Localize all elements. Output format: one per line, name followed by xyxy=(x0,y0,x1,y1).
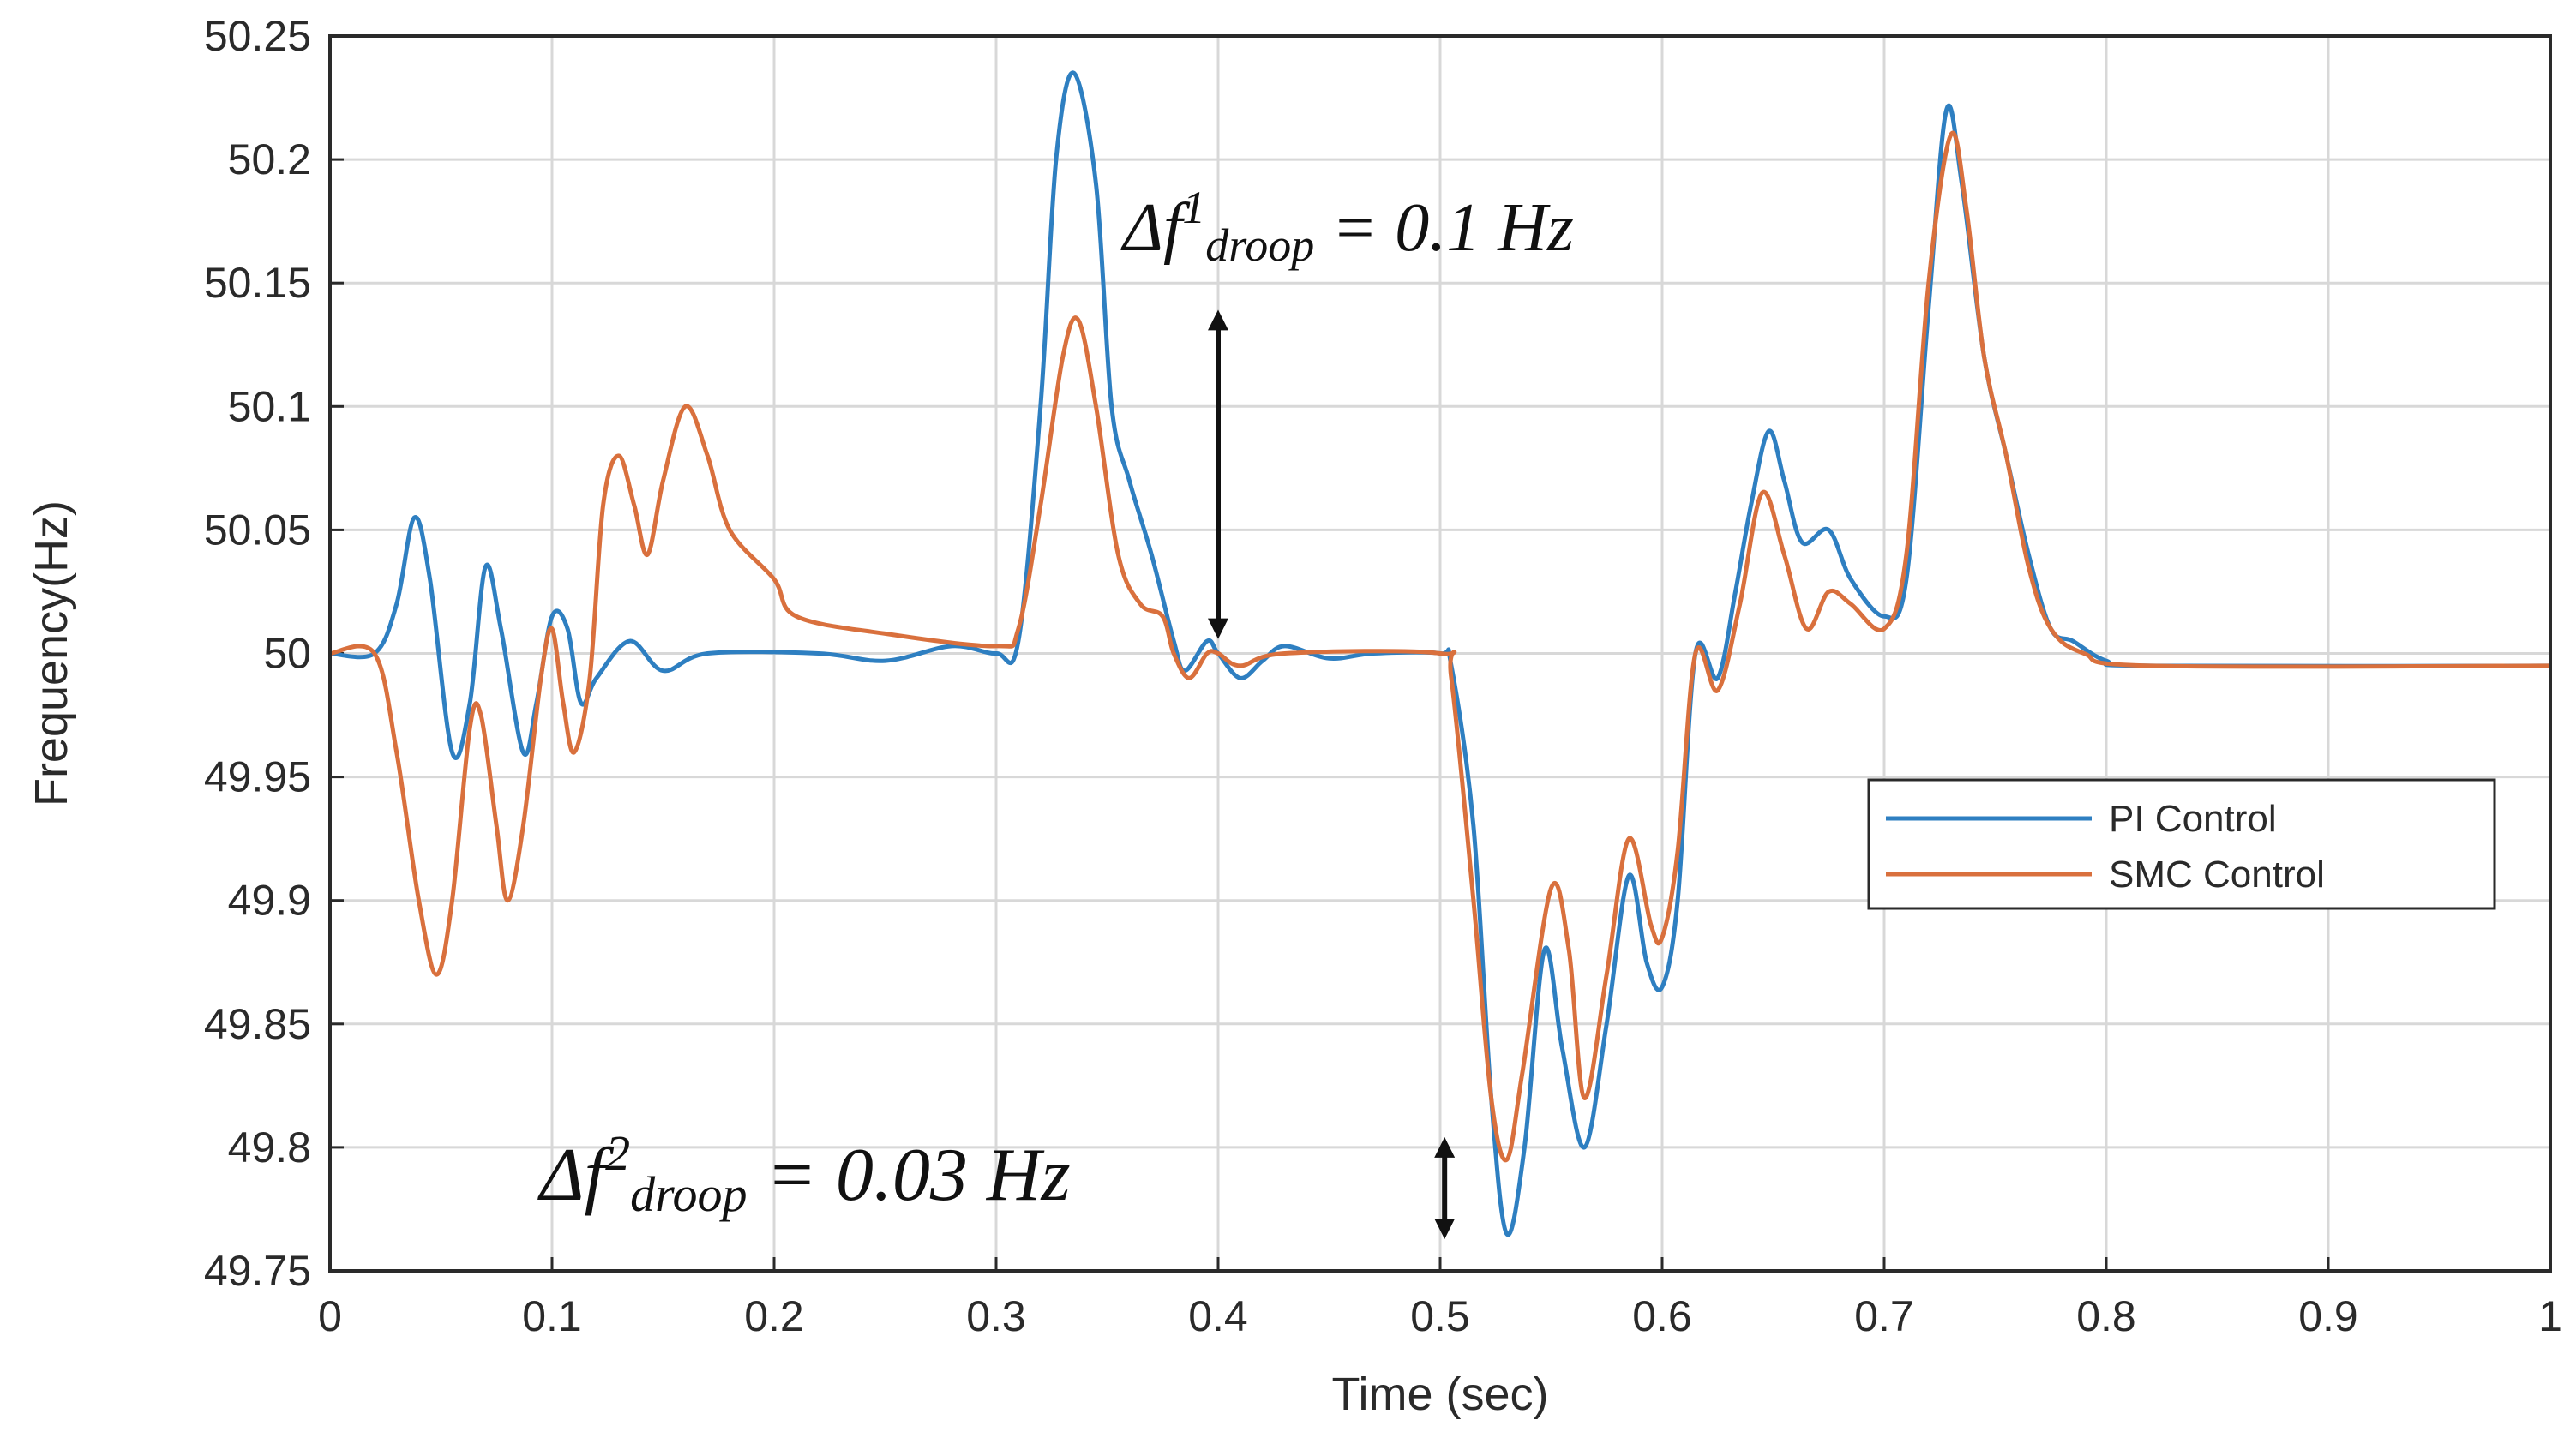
y-tick-label: 49.75 xyxy=(204,1247,311,1295)
y-tick-label: 50 xyxy=(263,630,311,678)
y-tick-labels: 49.75 49.8 49.85 49.9 49.95 50 50.05 50.1 50.15 5… xyxy=(204,12,311,1295)
y-tick-label: 50.05 xyxy=(204,506,311,554)
x-tick-label: 0.8 xyxy=(2076,1292,2136,1340)
series-line-smc-control xyxy=(329,130,2551,1163)
y-tick-label: 50.1 xyxy=(228,382,311,430)
plot-frame xyxy=(328,34,2552,1273)
x-tick-label: 0.6 xyxy=(1632,1292,1692,1340)
x-tick-label: 0.4 xyxy=(1188,1292,1248,1340)
y-axis-label: Frequency(Hz) xyxy=(26,500,77,806)
y-tick-label: 50.15 xyxy=(204,259,311,307)
x-tick-label: 1 xyxy=(2538,1292,2562,1340)
x-tick-label: 0.2 xyxy=(744,1292,804,1340)
x-tick-labels: 0 0.1 0.2 0.3 0.4 0.5 0.6 0.7 0.8 0.9 1 xyxy=(318,1292,2562,1340)
legend-label-pi: PI Control xyxy=(2109,798,2277,840)
y-tick-label: 49.85 xyxy=(204,1000,311,1048)
x-tick-label: 0.3 xyxy=(966,1292,1026,1340)
x-tick-label: 0.5 xyxy=(1410,1292,1470,1340)
legend: PI Control SMC Control xyxy=(1867,778,2496,910)
x-tick-label: 0.1 xyxy=(522,1292,582,1340)
x-tick-label: 0.7 xyxy=(1854,1292,1914,1340)
x-axis-label: Time (sec) xyxy=(1332,1369,1549,1420)
droop-annotation-2: Δf2droop = 0.03 Hz xyxy=(537,1125,1071,1222)
x-tick-label: 0 xyxy=(318,1292,342,1340)
y-tick-label: 50.2 xyxy=(228,135,311,183)
series-layer xyxy=(329,70,2551,1237)
annotations: Δf1droop = 0.1 Hz Δf2droop = 0.03 Hz xyxy=(537,182,1574,1240)
y-tick-label: 49.8 xyxy=(228,1123,311,1171)
legend-label-smc: SMC Control xyxy=(2109,854,2325,896)
y-tick-label: 50.25 xyxy=(204,12,311,60)
y-tick-label: 49.95 xyxy=(204,753,311,801)
x-tick-label: 0.9 xyxy=(2298,1292,2358,1340)
y-tick-label: 49.9 xyxy=(228,877,311,925)
droop-annotation-1: Δf1droop = 0.1 Hz xyxy=(1120,182,1574,271)
legend-box xyxy=(1867,778,2496,910)
